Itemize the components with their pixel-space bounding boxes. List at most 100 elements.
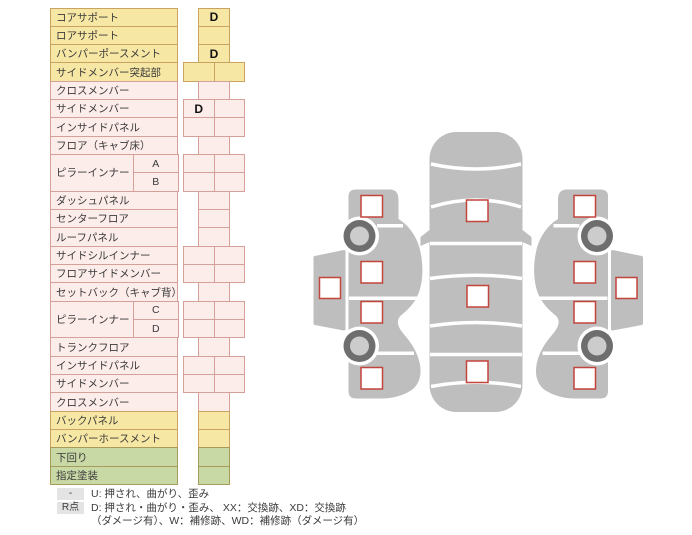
part-label: インサイドパネル [50, 355, 178, 376]
part-label: サイドシルインナー [50, 245, 178, 266]
part-sub-label: A [133, 154, 179, 174]
damage-checkbox[interactable] [360, 260, 384, 284]
damage-checkbox[interactable] [465, 199, 489, 223]
legend-row-u: - U: 押され、曲がり、歪み [57, 488, 677, 501]
part-label: ロアサポート [50, 25, 178, 46]
legend-row-r: R点 D: 押され・曲がり・歪み、 XX：交換跡、XD：交換跡 （ダメージ有）、… [57, 502, 677, 528]
part-label: ダッシュパネル [50, 190, 178, 211]
damage-cell[interactable] [183, 319, 215, 339]
part-sub-label: B [133, 172, 179, 192]
part-label: センターフロア [50, 209, 178, 229]
damage-checkbox[interactable] [360, 300, 384, 324]
damage-checkbox[interactable] [573, 300, 597, 324]
part-label: クロスメンバー [50, 80, 178, 101]
damage-cell[interactable] [213, 62, 245, 82]
rear-wheel-icon [340, 326, 379, 366]
damage-cell[interactable] [198, 429, 230, 449]
damage-cell[interactable] [213, 172, 245, 192]
legend-key-rpoint: R点 [57, 502, 84, 514]
damage-cell[interactable] [183, 355, 215, 376]
legend-key-dash: - [57, 488, 84, 500]
part-label: フロア（キャブ床） [50, 135, 178, 156]
damage-cell[interactable] [213, 117, 245, 137]
vehicle-diagram [313, 132, 643, 412]
damage-cell[interactable] [213, 300, 245, 321]
part-label: インサイドパネル [50, 117, 178, 137]
front-wheel-icon [577, 216, 617, 256]
mirror-right [522, 230, 532, 246]
damage-cell[interactable] [198, 80, 230, 101]
damage-cell[interactable] [213, 319, 245, 339]
damage-cell[interactable] [198, 465, 230, 486]
part-label: セットバック（キャブ背） [50, 282, 178, 302]
part-label: サイドメンバー [50, 374, 178, 394]
damage-cell[interactable] [183, 245, 215, 266]
damage-checkbox[interactable] [318, 276, 342, 300]
part-label: フロアサイドメンバー [50, 264, 178, 284]
damage-cell[interactable] [213, 374, 245, 394]
damage-cell[interactable] [198, 190, 230, 211]
rear-wheel-icon [577, 326, 617, 366]
part-label: サイドメンバー突起部 [50, 62, 178, 82]
damage-cell[interactable] [213, 154, 245, 174]
part-label: バンパーホースメント [50, 429, 178, 449]
damage-checkbox[interactable] [573, 260, 597, 284]
damage-checkbox[interactable] [466, 284, 490, 308]
damage-checkbox[interactable] [360, 194, 384, 218]
damage-cell[interactable] [183, 264, 215, 284]
damage-cell[interactable] [213, 355, 245, 376]
damage-cell[interactable] [213, 264, 245, 284]
part-sub-label: C [133, 300, 179, 321]
part-label: ルーフパネル [50, 227, 178, 247]
damage-cell[interactable] [183, 154, 215, 174]
mirror-left [420, 230, 430, 246]
damage-cell[interactable]: D [198, 44, 230, 64]
damage-cell[interactable] [198, 337, 230, 357]
part-sub-label: D [133, 319, 179, 339]
part-label: ピラーインナー [50, 300, 134, 339]
panel-divider [429, 273, 523, 281]
part-label: 下回り [50, 447, 178, 467]
part-label: クロスメンバー [50, 392, 178, 412]
damage-cell[interactable] [183, 374, 215, 394]
damage-checkbox[interactable] [573, 194, 597, 218]
damage-cell[interactable]: D [183, 99, 215, 119]
damage-cell[interactable]: D [198, 7, 230, 27]
front-wheel-icon [340, 216, 379, 256]
damage-cell[interactable] [183, 300, 215, 321]
right-side-view [534, 189, 643, 399]
damage-cell[interactable] [198, 227, 230, 247]
part-label: サイドメンバー [50, 99, 178, 119]
panel-divider [430, 162, 522, 171]
top-view [420, 132, 532, 412]
damage-cell[interactable] [198, 282, 230, 302]
legend: - U: 押され、曲がり、歪み R点 D: 押され・曲がり・歪み、 XX：交換跡… [57, 488, 677, 529]
damage-cell[interactable] [198, 392, 230, 412]
legend-text-codes-line2: （ダメージ有）、W：補修跡、WD：補修跡（ダメージ有） [91, 515, 365, 527]
damage-checkbox[interactable] [573, 366, 597, 390]
damage-cell[interactable] [213, 99, 245, 119]
legend-text-codes: D: 押され・曲がり・歪み、 XX：交換跡、XD：交換跡 （ダメージ有）、W：補… [91, 502, 364, 528]
left-side-view [313, 189, 423, 399]
damage-cell[interactable] [183, 62, 215, 82]
damage-cell[interactable] [198, 135, 230, 156]
part-label: バンパーポースメント [50, 44, 178, 64]
damage-cell[interactable] [198, 209, 230, 229]
damage-cell[interactable] [198, 447, 230, 467]
part-label: トランクフロア [50, 337, 178, 357]
damage-cell[interactable] [198, 410, 230, 431]
damage-cell[interactable] [213, 245, 245, 266]
damage-checkbox[interactable] [360, 366, 384, 390]
part-label: コアサポート [50, 7, 178, 27]
part-label: 指定塗装 [50, 465, 178, 486]
part-label: ピラーインナー [50, 154, 134, 192]
damage-cell[interactable] [183, 117, 215, 137]
legend-text-codes-line1: D: 押され・曲がり・歪み、 XX：交換跡、XD：交換跡 [91, 502, 346, 514]
legend-text-u: U: 押され、曲がり、歪み [91, 488, 210, 500]
damage-cell[interactable] [198, 25, 230, 46]
damage-cell[interactable] [183, 172, 215, 192]
damage-checkbox[interactable] [615, 276, 638, 300]
part-label: バックパネル [50, 410, 178, 431]
panel-divider [429, 320, 523, 328]
damage-checkbox[interactable] [465, 360, 489, 384]
